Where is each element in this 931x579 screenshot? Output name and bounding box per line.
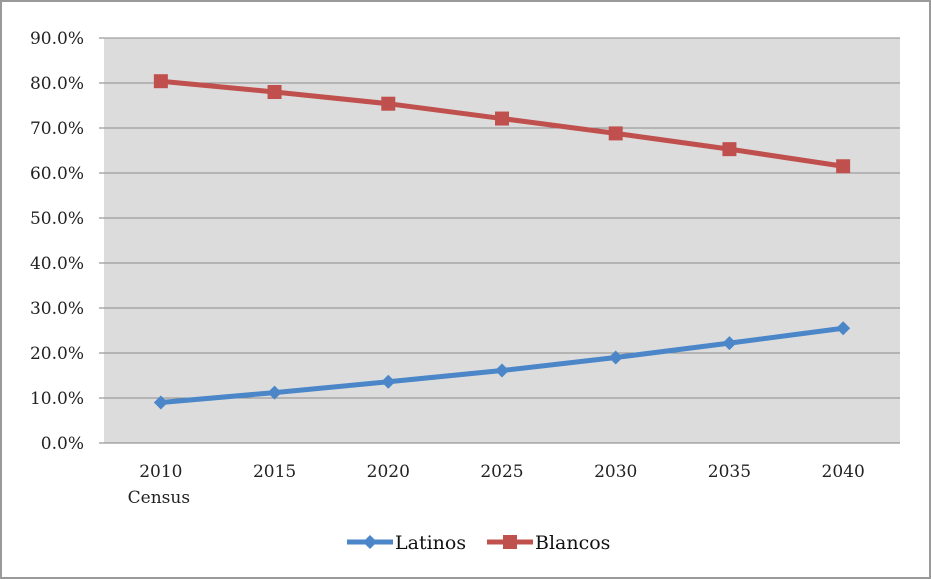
- legend-marker-blancos: [503, 535, 517, 549]
- x-tick-label: 2030: [594, 462, 637, 482]
- x-axis-tick-labels: 2010 Census 2015 2020 2025 2030 2035 2040: [128, 462, 865, 508]
- x-tick-label: 2035: [708, 462, 751, 482]
- data-point-blancos: [495, 112, 509, 126]
- data-point-blancos: [268, 85, 282, 99]
- y-tick-label: 70.0%: [30, 119, 84, 139]
- x-tick-label: 2025: [480, 462, 523, 482]
- legend-label-blancos: Blancos: [535, 532, 610, 554]
- legend-marker-latinos: [363, 535, 377, 549]
- y-tick-label: 30.0%: [30, 299, 84, 319]
- x-tick-sublabel: Census: [128, 488, 190, 508]
- data-point-blancos: [154, 74, 168, 88]
- x-tick-label: 2020: [367, 462, 410, 482]
- data-point-blancos: [609, 126, 623, 140]
- legend-label-latinos: Latinos: [395, 532, 466, 554]
- x-tick-label: 2040: [822, 462, 865, 482]
- y-tick-label: 80.0%: [30, 74, 84, 94]
- y-tick-label: 10.0%: [30, 389, 84, 409]
- data-point-blancos: [381, 97, 395, 111]
- x-tick-label: 2015: [253, 462, 296, 482]
- x-tick-label: 2010: [139, 462, 182, 482]
- legend: Latinos Blancos: [347, 532, 610, 554]
- plot-area: [104, 38, 900, 443]
- y-tick-label: 0.0%: [41, 434, 84, 454]
- y-axis-tick-labels: 0.0% 10.0% 20.0% 30.0% 40.0% 50.0% 60.0% 70.0% 8…: [30, 29, 84, 454]
- data-point-blancos: [722, 142, 736, 156]
- y-tick-label: 20.0%: [30, 344, 84, 364]
- y-tick-label: 90.0%: [30, 29, 84, 49]
- data-point-blancos: [836, 159, 850, 173]
- y-tick-label: 40.0%: [30, 254, 84, 274]
- y-tick-label: 50.0%: [30, 209, 84, 229]
- y-tick-label: 60.0%: [30, 164, 84, 184]
